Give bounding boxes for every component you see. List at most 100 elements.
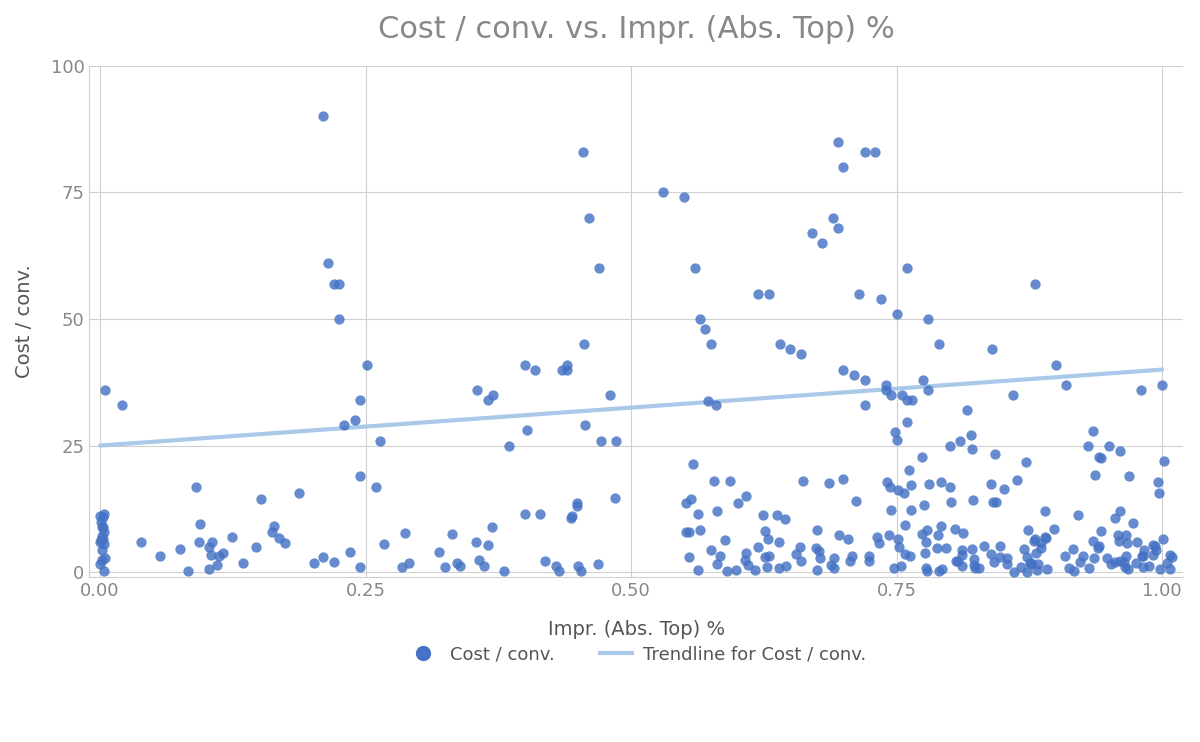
Point [1021,556,1040,568]
Point [901,504,920,516]
Point [515,358,534,370]
Point [898,394,917,406]
Point [931,476,950,488]
Point [776,560,796,572]
Point [92,534,112,546]
Point [964,494,983,506]
Point [275,537,294,549]
Point [781,344,800,355]
Point [696,324,715,335]
Point [1134,550,1153,562]
Point [965,553,984,565]
Point [1117,537,1136,549]
Point [962,543,982,555]
Point [1106,512,1126,524]
Point [94,511,113,523]
Point [769,562,788,574]
Point [916,548,935,559]
Point [1004,566,1024,578]
Point [984,556,1003,568]
Point [1145,540,1164,552]
Point [1060,562,1079,574]
Point [289,487,308,499]
Point [958,404,977,416]
Point [828,222,847,234]
Point [1099,440,1118,452]
Point [1110,555,1129,567]
Point [1139,560,1158,572]
Point [760,288,779,300]
Point [856,374,875,386]
Point [589,263,608,275]
Point [839,533,858,545]
Point [824,552,844,564]
Point [91,510,110,522]
Point [190,536,209,548]
Point [605,492,624,504]
Point [324,556,343,568]
Point [1092,452,1111,464]
Point [1152,379,1171,391]
Point [698,395,718,407]
Point [881,504,900,516]
Point [436,561,455,573]
Point [1085,469,1104,481]
Point [600,389,619,401]
Point [912,528,931,540]
Point [1163,551,1182,562]
Point [592,436,611,447]
Point [917,524,936,536]
Point [947,555,966,567]
Point [1090,451,1109,463]
Point [823,211,842,223]
Point [246,541,265,553]
Point [340,546,359,558]
Point [1110,444,1129,456]
Point [550,565,569,577]
Point [1080,562,1099,574]
Point [997,557,1016,569]
Point [329,313,348,325]
Point [888,484,907,496]
Point [982,548,1001,560]
Point [962,443,982,455]
Point [466,536,485,548]
Point [95,565,114,577]
Point [830,530,850,542]
Point [736,554,755,566]
Point [912,451,931,463]
Point [919,479,938,490]
Point [726,564,745,576]
Point [251,493,270,505]
Point [319,257,338,269]
Point [1003,389,1022,401]
Point [900,464,919,476]
Point [552,364,571,375]
Point [1110,535,1129,547]
Point [263,526,282,538]
Point [546,559,565,571]
Point [932,563,952,575]
Point [1046,358,1066,370]
Point [869,537,888,549]
Point [350,470,370,482]
Point [775,513,794,525]
Point [997,551,1016,563]
Point [1016,551,1036,562]
Point [834,364,853,375]
Point [842,550,862,562]
Point [689,564,708,576]
Point [877,476,896,487]
Point [1036,531,1055,543]
Point [170,543,190,555]
Point [374,538,394,550]
Point [1154,456,1174,467]
Point [876,379,895,391]
Point [563,510,582,522]
Point [1117,529,1136,541]
Point [677,497,696,509]
Point [809,545,828,557]
Point [1133,561,1152,573]
Point [430,545,449,557]
Point [760,550,779,562]
